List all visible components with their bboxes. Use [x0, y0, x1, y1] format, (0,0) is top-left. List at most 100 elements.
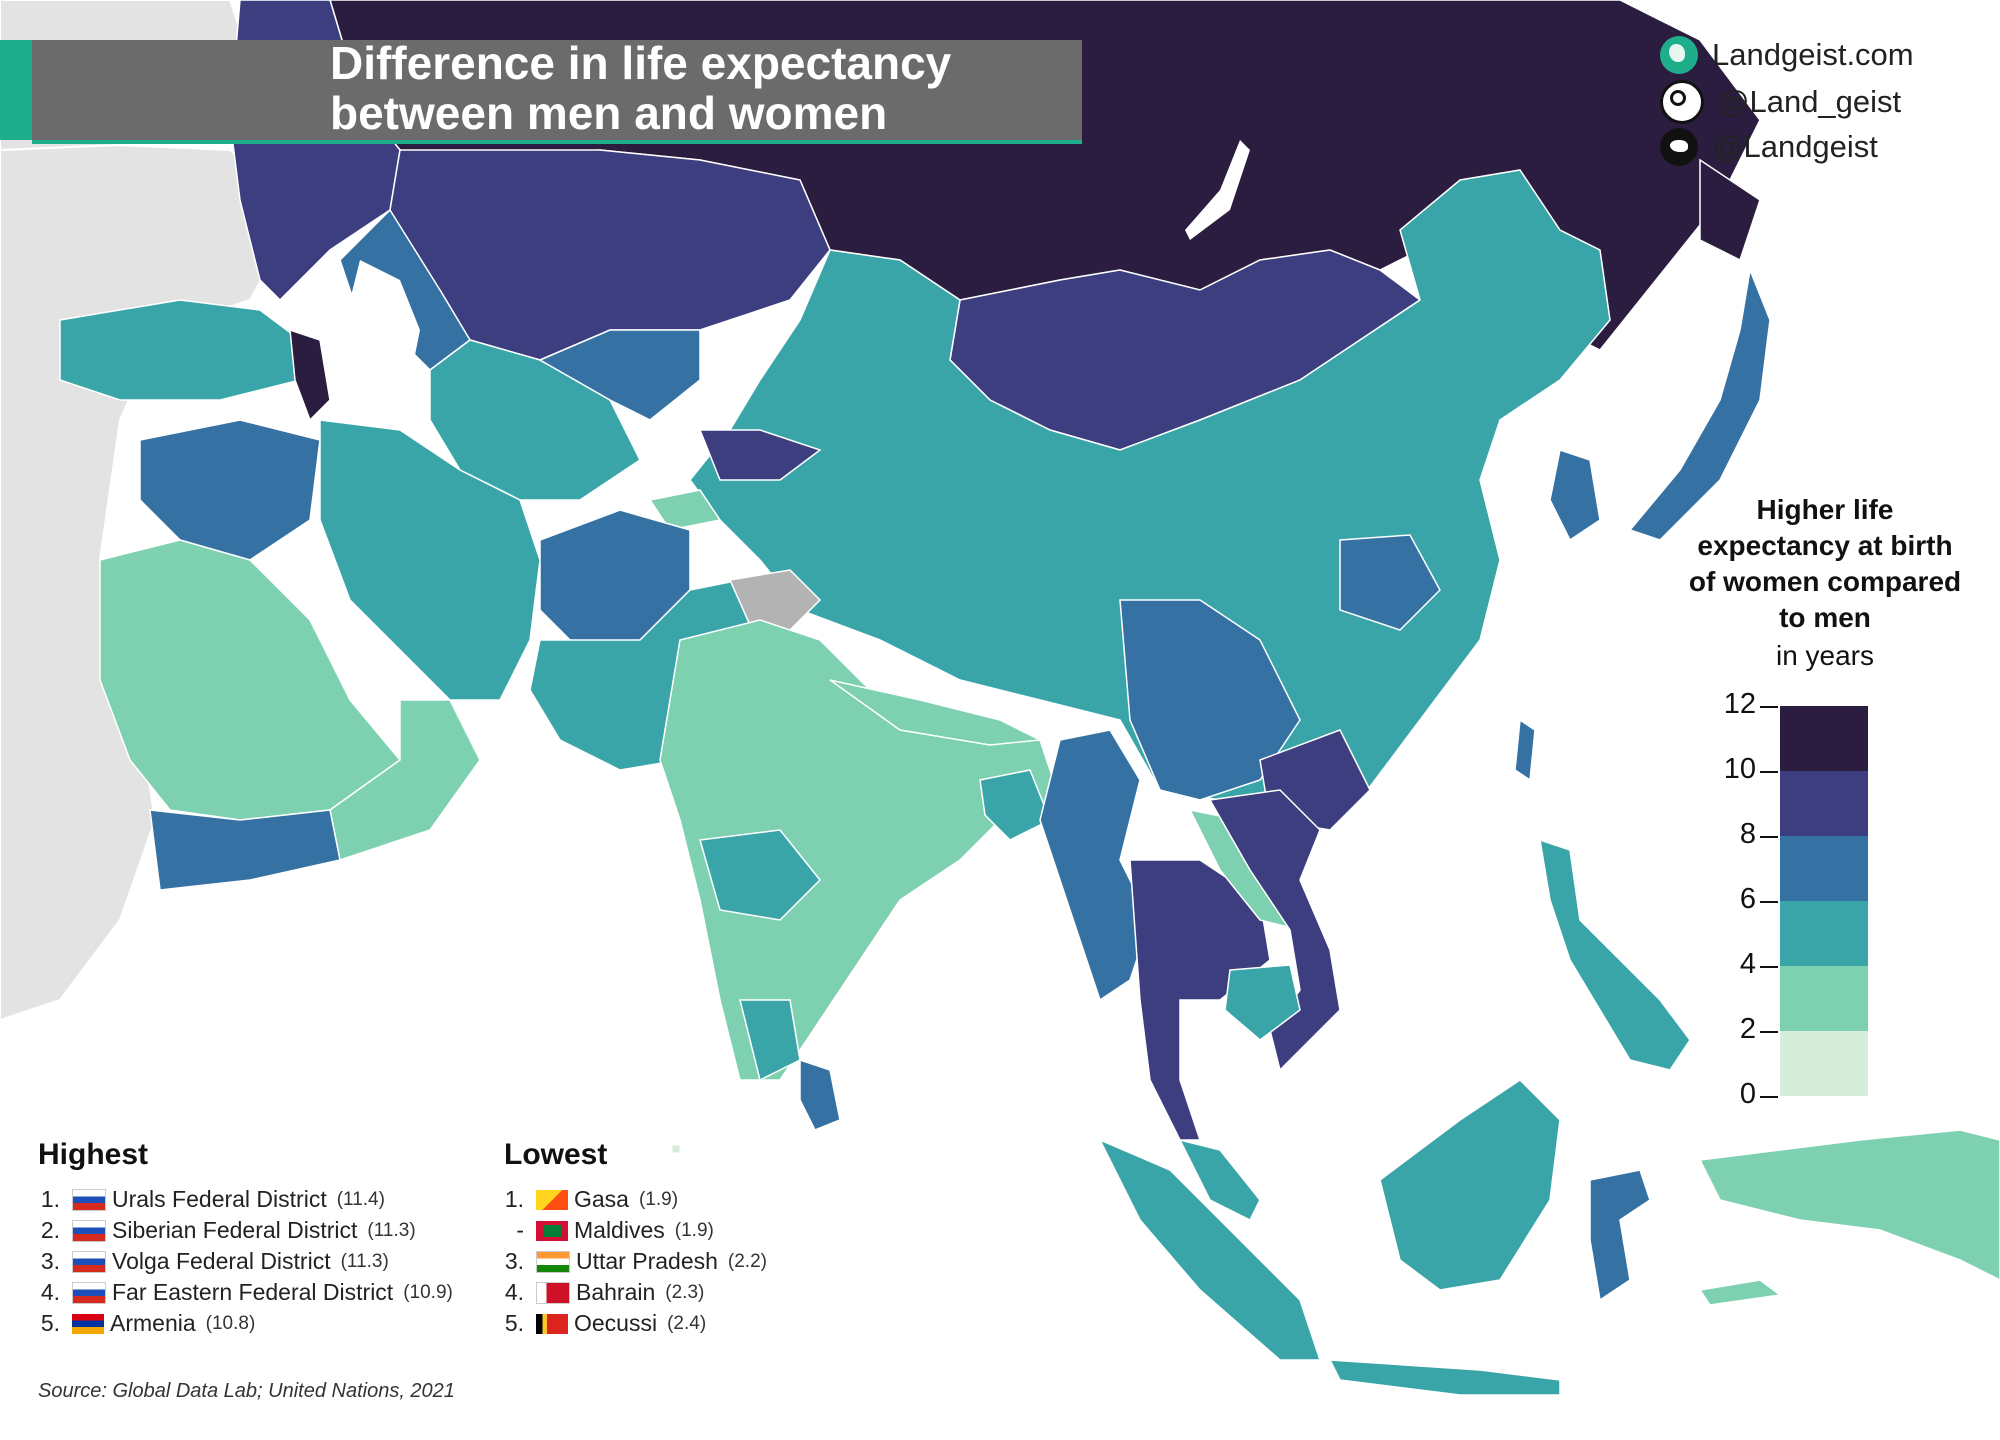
region-japan [1628, 267, 1771, 541]
instagram-icon [1660, 80, 1704, 124]
region-iraq-syria [139, 419, 321, 561]
rank-number: 5. [40, 1310, 60, 1336]
list-item: 5. Oecussi (2.4) [494, 1308, 767, 1339]
rank-number: - [516, 1217, 524, 1243]
region-timor [1698, 1279, 1782, 1306]
region-china-henan [1339, 534, 1441, 631]
region-philippines [1539, 838, 1691, 1071]
region-name: Armenia [110, 1310, 196, 1336]
title-banner [32, 40, 1082, 144]
region-armenia [289, 328, 331, 422]
list-item: 3. Volga Federal District (11.3) [30, 1246, 453, 1277]
region-bangladesh [979, 769, 1051, 841]
twitter-icon [1660, 128, 1698, 166]
region-value: (10.9) [403, 1281, 453, 1303]
globe-icon [1660, 36, 1698, 74]
region-tajikistan [648, 489, 722, 531]
list-item: 1. Urals Federal District (11.4) [30, 1184, 453, 1215]
russia-flag-icon [72, 1219, 106, 1242]
legend-tick-mark [1760, 706, 1778, 708]
legend-tick-label: 0 [1739, 1078, 1756, 1110]
list-item: 4. Bahrain (2.3) [494, 1277, 767, 1308]
region-kashmir-no-data [728, 569, 822, 631]
legend-title-line: of women compared [1688, 566, 1962, 597]
region-value: (10.8) [205, 1312, 256, 1334]
timor-leste-flag-icon [536, 1313, 568, 1334]
region-yemen [149, 809, 341, 891]
region-sulawesi [1589, 1169, 1651, 1302]
russia-flag-icon [72, 1250, 106, 1273]
title-accent-bar [0, 40, 32, 140]
legend-tick-label: 8 [1739, 818, 1756, 850]
legend-tick-label: 12 [1723, 688, 1756, 720]
caspian-sea [350, 260, 430, 430]
region-value: (1.9) [674, 1219, 714, 1241]
region-value: (1.9) [638, 1188, 679, 1210]
list-item: 4. Far Eastern Federal District (10.9) [30, 1277, 453, 1308]
region-name: Bahrain [576, 1279, 656, 1305]
region-name: Gasa [574, 1186, 629, 1212]
region-uzbekistan [538, 329, 701, 421]
region-value: (2.3) [665, 1281, 705, 1303]
legend-title: Higher life expectancy at birth of women… [1650, 492, 2000, 636]
rank-number: 1. [40, 1186, 60, 1212]
legend-tick-mark [1760, 966, 1778, 968]
region-value: (11.3) [340, 1250, 389, 1272]
region-value: (2.4) [667, 1312, 707, 1334]
region-turkmenistan [429, 339, 641, 501]
lake-baikal [1185, 140, 1250, 240]
twitter-link[interactable]: @Landgeist [1660, 128, 1878, 166]
legend-title-line: Higher life [1756, 494, 1894, 525]
legend-tick-label: 10 [1723, 753, 1756, 785]
region-oman [329, 699, 481, 861]
instagram-link[interactable]: @Land_geist [1660, 80, 1901, 124]
region-iran [319, 419, 541, 701]
persian-gulf [320, 600, 400, 690]
source-note: Source: Global Data Lab; United Nations,… [38, 1380, 455, 1402]
region-taiwan [1514, 718, 1536, 782]
legend-title-line: expectancy at birth [1697, 530, 1953, 561]
legend-swatch [1780, 901, 1868, 966]
region-name: Maldives [574, 1217, 665, 1243]
rank-number: 1. [504, 1186, 524, 1212]
region-nepal-bhutan [829, 679, 1043, 746]
region-value: (11.3) [367, 1219, 416, 1241]
region-china-central [1119, 599, 1301, 801]
legend-swatch [1780, 966, 1868, 1031]
legend-color-scale [1780, 706, 1868, 1096]
region-maldives [671, 1144, 681, 1154]
list-item: 2. Siberian Federal District (11.3) [30, 1215, 453, 1246]
legend-tick-mark [1760, 1031, 1778, 1033]
region-java [1328, 1359, 1561, 1396]
legend-tick-label: 2 [1739, 1013, 1756, 1045]
armenia-flag-icon [72, 1313, 104, 1334]
legend-swatch [1780, 706, 1868, 771]
region-kyrgyzstan [698, 429, 822, 481]
legend-swatch [1780, 771, 1868, 836]
rank-number: 3. [40, 1248, 60, 1274]
legend-title-line: to men [1779, 602, 1871, 633]
website-link[interactable]: Landgeist.com [1660, 36, 1914, 74]
region-sumatra [1098, 1138, 1322, 1361]
list-item: - Maldives (1.9) [494, 1215, 767, 1246]
region-name: Urals Federal District [112, 1186, 327, 1212]
rank-number: 5. [504, 1310, 524, 1336]
rank-number: 4. [504, 1279, 524, 1305]
legend-tick-mark [1760, 771, 1778, 773]
region-borneo [1379, 1079, 1561, 1291]
lowest-title: Lowest [504, 1138, 608, 1171]
rank-number: 4. [40, 1279, 60, 1305]
region-name: Far Eastern Federal District [112, 1279, 394, 1305]
list-item: 5. Armenia (10.8) [30, 1308, 453, 1339]
list-item: 3. Uttar Pradesh (2.2) [494, 1246, 767, 1277]
legend-tick-label: 4 [1739, 948, 1756, 980]
russia-flag-icon [72, 1281, 106, 1304]
title-line-1: Difference in life expectancy [330, 37, 952, 89]
region-caucasus [59, 299, 301, 401]
rank-number: 2. [40, 1217, 60, 1243]
lowest-list: 1. Gasa (1.9) - Maldives (1.9) 3. Uttar Pradesh… [494, 1184, 767, 1339]
legend-swatch [1780, 836, 1868, 901]
region-russia-far-east-strip [1699, 158, 1761, 262]
